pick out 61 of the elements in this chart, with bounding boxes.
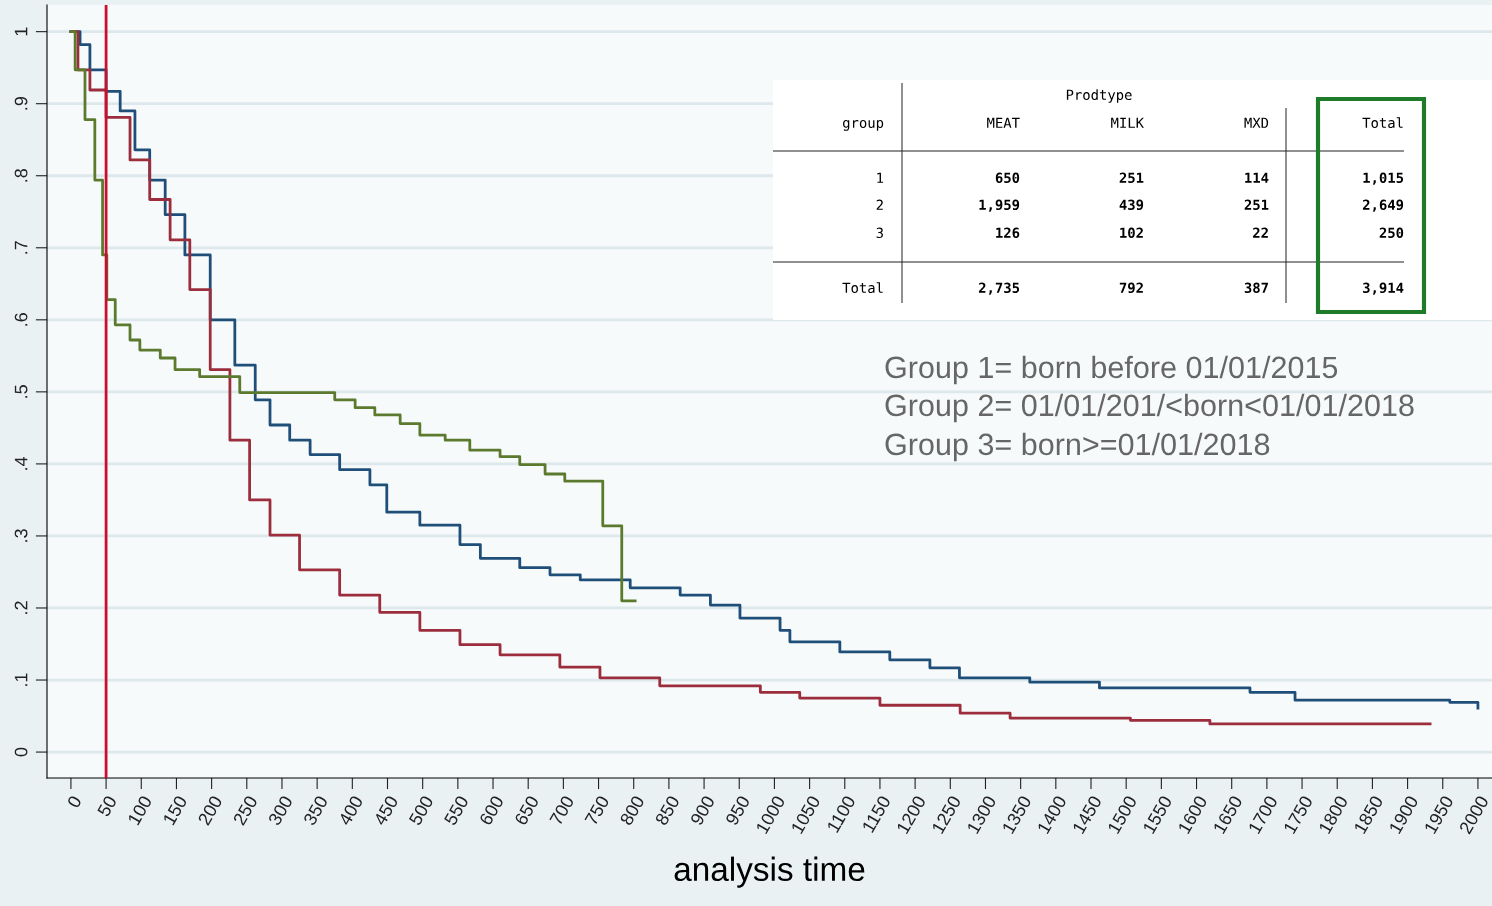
y-tick-label: .1: [14, 673, 28, 686]
x-tick-label: 800: [619, 794, 645, 827]
x-tick-label: 500: [408, 794, 434, 827]
x-tick-label: 600: [478, 794, 505, 826]
annotation: 22: [1253, 227, 1268, 238]
y-tick-label: .4: [14, 456, 28, 470]
annotation: Group 1= born before 01/01/2015: [885, 355, 1338, 385]
annotation: Prodtype: [1066, 89, 1132, 103]
annotation: 102: [1120, 227, 1143, 239]
x-axis-title: analysis time: [674, 856, 865, 888]
annotation: Group 3= born>=01/01/2018: [885, 432, 1270, 462]
annotation: 126: [996, 227, 1020, 239]
annotation: 1: [877, 172, 884, 183]
x-tick-label: 250: [232, 794, 258, 826]
annotation: 250: [1379, 227, 1404, 239]
x-tick-label: 700: [549, 794, 575, 826]
annotation: MXD: [1244, 117, 1269, 128]
annotation: MILK: [1111, 117, 1144, 128]
x-tick-label: 450: [373, 794, 399, 827]
x-tick-label: 900: [689, 794, 716, 826]
annotation: 792: [1119, 282, 1143, 294]
y-tick-label: .7: [14, 241, 28, 254]
annotation: 387: [1244, 282, 1268, 294]
x-tick-label: 50: [96, 794, 118, 818]
annotation: Total: [842, 282, 883, 294]
annotation: MEAT: [987, 117, 1020, 128]
annotation: 439: [1119, 199, 1144, 211]
annotation: 2,649: [1362, 199, 1404, 212]
y-tick-label: .3: [14, 529, 28, 542]
x-tick-label: 750: [584, 794, 610, 826]
annotation: 650: [995, 172, 1020, 184]
annotation: 2,735: [978, 282, 1020, 295]
y-tick-label: .9: [14, 97, 28, 110]
x-tick-label: 400: [337, 794, 364, 827]
annotation: 251: [1119, 172, 1144, 184]
annotation: 3: [876, 227, 883, 239]
annotation: Total: [1362, 117, 1403, 129]
x-tick-label: 550: [443, 794, 469, 827]
annotation: 114: [1245, 172, 1269, 183]
annotation: 2: [876, 199, 883, 210]
annotation: 3,914: [1363, 282, 1404, 295]
y-tick-label: .5: [14, 385, 28, 398]
x-tick-label: 650: [514, 794, 540, 826]
x-tick-label: 950: [725, 794, 751, 826]
x-tick-label: 350: [302, 794, 329, 827]
y-tick-label: .6: [14, 313, 28, 326]
x-tick-label: 150: [162, 794, 188, 826]
x-tick-label: 200: [197, 794, 223, 826]
y-tick-label: .2: [14, 601, 28, 614]
y-tick-label: 1: [14, 27, 28, 36]
x-tick-label: 850: [654, 794, 681, 827]
annotation: 1,959: [979, 199, 1020, 212]
y-tick-label: .8: [14, 168, 28, 182]
annotation: 251: [1244, 199, 1269, 211]
x-tick-label: 300: [267, 794, 294, 827]
x-tick-label: 100: [127, 794, 153, 826]
y-tick-label: 0: [14, 747, 28, 757]
x-tick-label: 0: [66, 794, 83, 809]
annotation: Group 2= 01/01/201/<born<01/01/2018: [885, 393, 1414, 423]
annotation: group: [843, 120, 884, 131]
annotation: 1,015: [1363, 172, 1404, 185]
